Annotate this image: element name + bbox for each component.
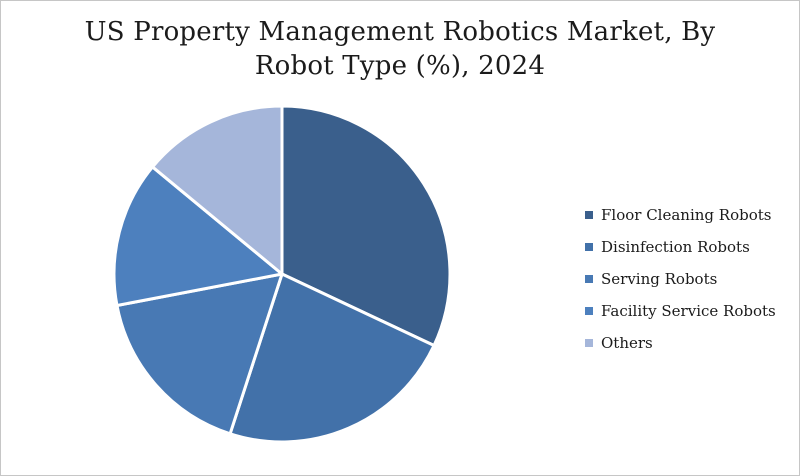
pie-slice-floor-cleaning-robots[interactable] — [280, 104, 452, 348]
pie-slice-facility-service-robots[interactable] — [112, 165, 284, 307]
pie-slice-disinfection-robots[interactable] — [228, 272, 436, 444]
legend-label: Floor Cleaning Robots — [601, 206, 772, 224]
legend-item-others[interactable]: Others — [585, 327, 776, 359]
legend-label: Facility Service Robots — [601, 302, 776, 320]
legend-item-disinfection-robots[interactable]: Disinfection Robots — [585, 231, 776, 263]
legend-label: Others — [601, 334, 653, 352]
plot-area — [110, 102, 454, 446]
pie-chart — [112, 104, 452, 444]
legend-item-serving-robots[interactable]: Serving Robots — [585, 263, 776, 295]
legend-item-facility-service-robots[interactable]: Facility Service Robots — [585, 295, 776, 327]
legend-label: Disinfection Robots — [601, 238, 750, 256]
legend-marker — [585, 339, 593, 347]
chart-title-line-1: US Property Management Robotics Market, … — [84, 17, 716, 47]
legend-marker — [585, 243, 593, 251]
legend-marker — [585, 307, 593, 315]
chart-legend: Floor Cleaning Robots Disinfection Robot… — [585, 199, 776, 359]
legend-label: Serving Robots — [601, 270, 718, 288]
chart-title: US Property Management Robotics Market, … — [1, 15, 799, 83]
chart-title-line-2: Robot Type (%), 2024 — [254, 51, 546, 81]
legend-item-floor-cleaning-robots[interactable]: Floor Cleaning Robots — [585, 199, 776, 231]
pie-slice-serving-robots[interactable] — [115, 272, 284, 436]
legend-marker — [585, 275, 593, 283]
pie-slice-others[interactable] — [151, 104, 284, 276]
legend-marker — [585, 211, 593, 219]
